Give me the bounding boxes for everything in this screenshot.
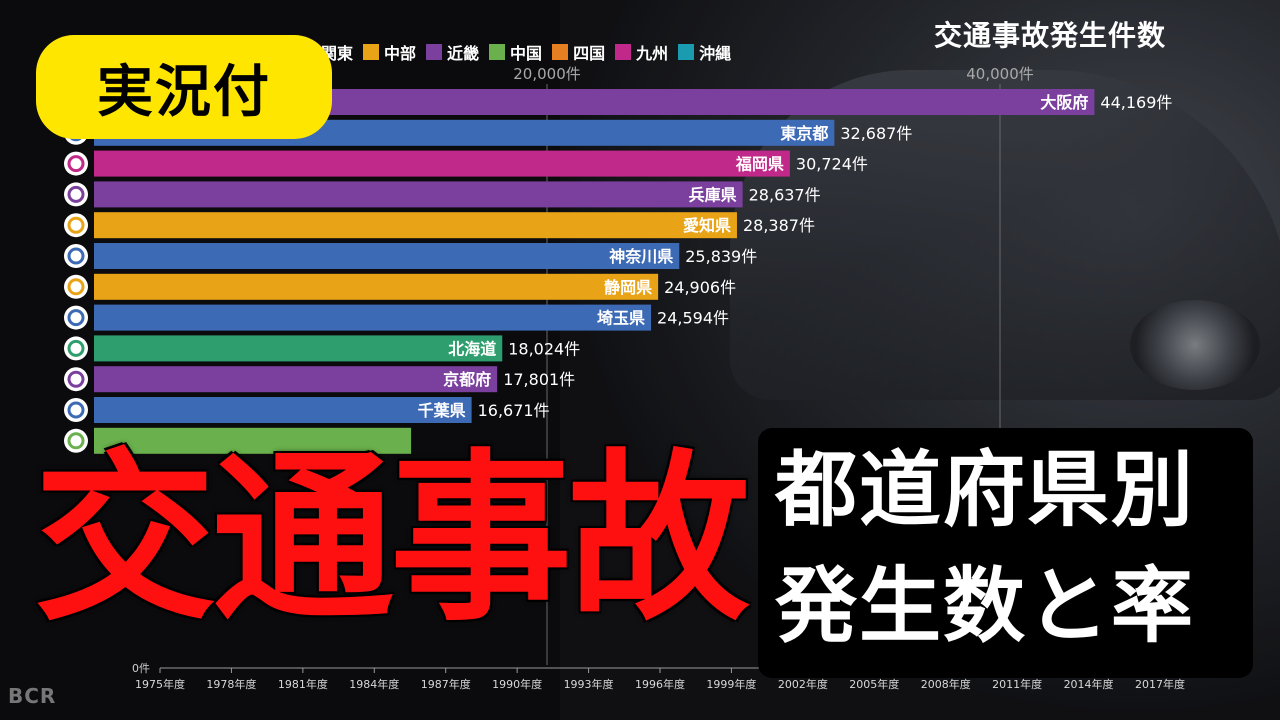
bar-label: 北海道	[448, 339, 496, 358]
x-tick-label: 40,000件	[966, 65, 1034, 83]
timeline-zero-label: 0件	[132, 662, 150, 675]
timeline-year-label: 2008年度	[921, 677, 971, 691]
prefecture-emblem-mark	[67, 155, 85, 173]
prefecture-emblem-mark	[67, 216, 85, 234]
bar	[94, 427, 412, 454]
legend-label: 四国	[573, 44, 606, 63]
bar	[94, 273, 659, 300]
legend-item: 沖縄	[678, 40, 731, 64]
prefecture-emblem-mark	[67, 339, 85, 357]
bar-label: 東京都	[780, 124, 828, 143]
bar-value-label: 25,839件	[685, 247, 757, 266]
prefecture-emblem-mark	[67, 370, 85, 388]
bar-value-label: 28,387件	[743, 216, 815, 235]
legend-swatch	[426, 44, 443, 60]
legend-swatch	[615, 44, 632, 60]
legend-item: 中国	[489, 40, 542, 64]
legend-swatch	[678, 44, 695, 60]
bar-value-label: 32,687件	[840, 124, 912, 143]
timeline-year-label: 2011年度	[992, 677, 1042, 691]
car-headlight	[1130, 300, 1260, 390]
timeline-year-label: 1993年度	[564, 677, 614, 691]
bar-value-label: 17,801件	[503, 370, 575, 389]
legend-label: 中国	[510, 44, 543, 63]
timeline-year-label: 2017年度	[1135, 677, 1185, 691]
bar-label: 埼玉県	[597, 309, 645, 328]
bar-label: 京都府	[443, 370, 491, 389]
timeline-year-label: 1984年度	[349, 677, 399, 691]
legend-label: 九州	[636, 44, 669, 63]
bar-value-label: 24,906件	[664, 278, 736, 297]
legend-item: 中部	[363, 40, 416, 64]
bar-label: 愛知県	[683, 216, 731, 235]
legend-item: 近畿	[426, 40, 479, 64]
timeline-year-label: 1981年度	[278, 677, 328, 691]
legend-label: 中部	[384, 44, 417, 63]
timeline-year-label: 1996年度	[635, 677, 685, 691]
bar-label: 千葉県	[418, 401, 466, 420]
bar	[94, 397, 472, 423]
timeline-year-label: 1987年度	[421, 677, 471, 691]
prefecture-emblem-mark	[67, 401, 85, 419]
chart-title: 交通事故発生件数	[933, 19, 1166, 52]
channel-watermark: BCR	[8, 684, 57, 708]
prefecture-emblem-mark	[67, 432, 85, 450]
bar-label: 兵庫県	[689, 185, 737, 204]
subtitle-line-1: 都道府県別	[775, 442, 1196, 538]
legend-label: 近畿	[447, 44, 480, 63]
bar-value-label: 28,637件	[749, 185, 821, 204]
bar-value-label: 16,671件	[478, 401, 550, 420]
bar-value-label: 30,724件	[796, 155, 868, 174]
bar	[94, 181, 743, 208]
main-title: 交通事故	[34, 431, 750, 645]
bar	[94, 212, 737, 239]
bar-value-label: 44,169件	[1100, 93, 1172, 112]
bar-label: 静岡県	[604, 278, 652, 297]
chart-legend: 関東 中部 近畿 中国 四国 九州 沖縄	[300, 40, 731, 64]
timeline-year-label: 2005年度	[849, 677, 899, 691]
bar-label: 福岡県	[735, 155, 784, 174]
timeline-year-label: 1999年度	[706, 677, 756, 691]
prefecture-emblem-mark	[67, 278, 85, 296]
timeline-year-label: 1975年度	[135, 677, 185, 691]
commentary-badge: 実況付	[36, 35, 332, 139]
timeline-year-label: 1990年度	[492, 677, 542, 691]
subtitle-line-2: 発生数と率	[775, 558, 1196, 654]
bar	[94, 366, 498, 393]
timeline-year-label: 2014年度	[1064, 677, 1114, 691]
legend-item: 九州	[615, 40, 668, 64]
bar-label: 大阪府	[1040, 93, 1088, 112]
bar-label: 神奈川県	[609, 247, 673, 266]
bar-value-label: 18,024件	[508, 339, 580, 358]
bar	[94, 150, 790, 177]
timeline-year-label: 1978年度	[206, 677, 256, 691]
legend-label: 沖縄	[699, 44, 732, 63]
prefecture-emblem-mark	[67, 309, 85, 327]
legend-item: 四国	[552, 40, 605, 64]
legend-swatch	[489, 44, 506, 60]
legend-swatch	[552, 44, 569, 60]
legend-swatch	[363, 44, 380, 60]
bar-value-label: 24,594件	[657, 309, 729, 328]
prefecture-emblem-mark	[67, 185, 85, 203]
bar	[94, 304, 652, 331]
prefecture-emblem-mark	[67, 247, 85, 265]
timeline-year-label: 2002年度	[778, 677, 828, 691]
bar	[94, 335, 503, 362]
bar	[94, 243, 680, 269]
subtitle-box	[758, 428, 1253, 678]
x-tick-label: 20,000件	[513, 65, 581, 83]
